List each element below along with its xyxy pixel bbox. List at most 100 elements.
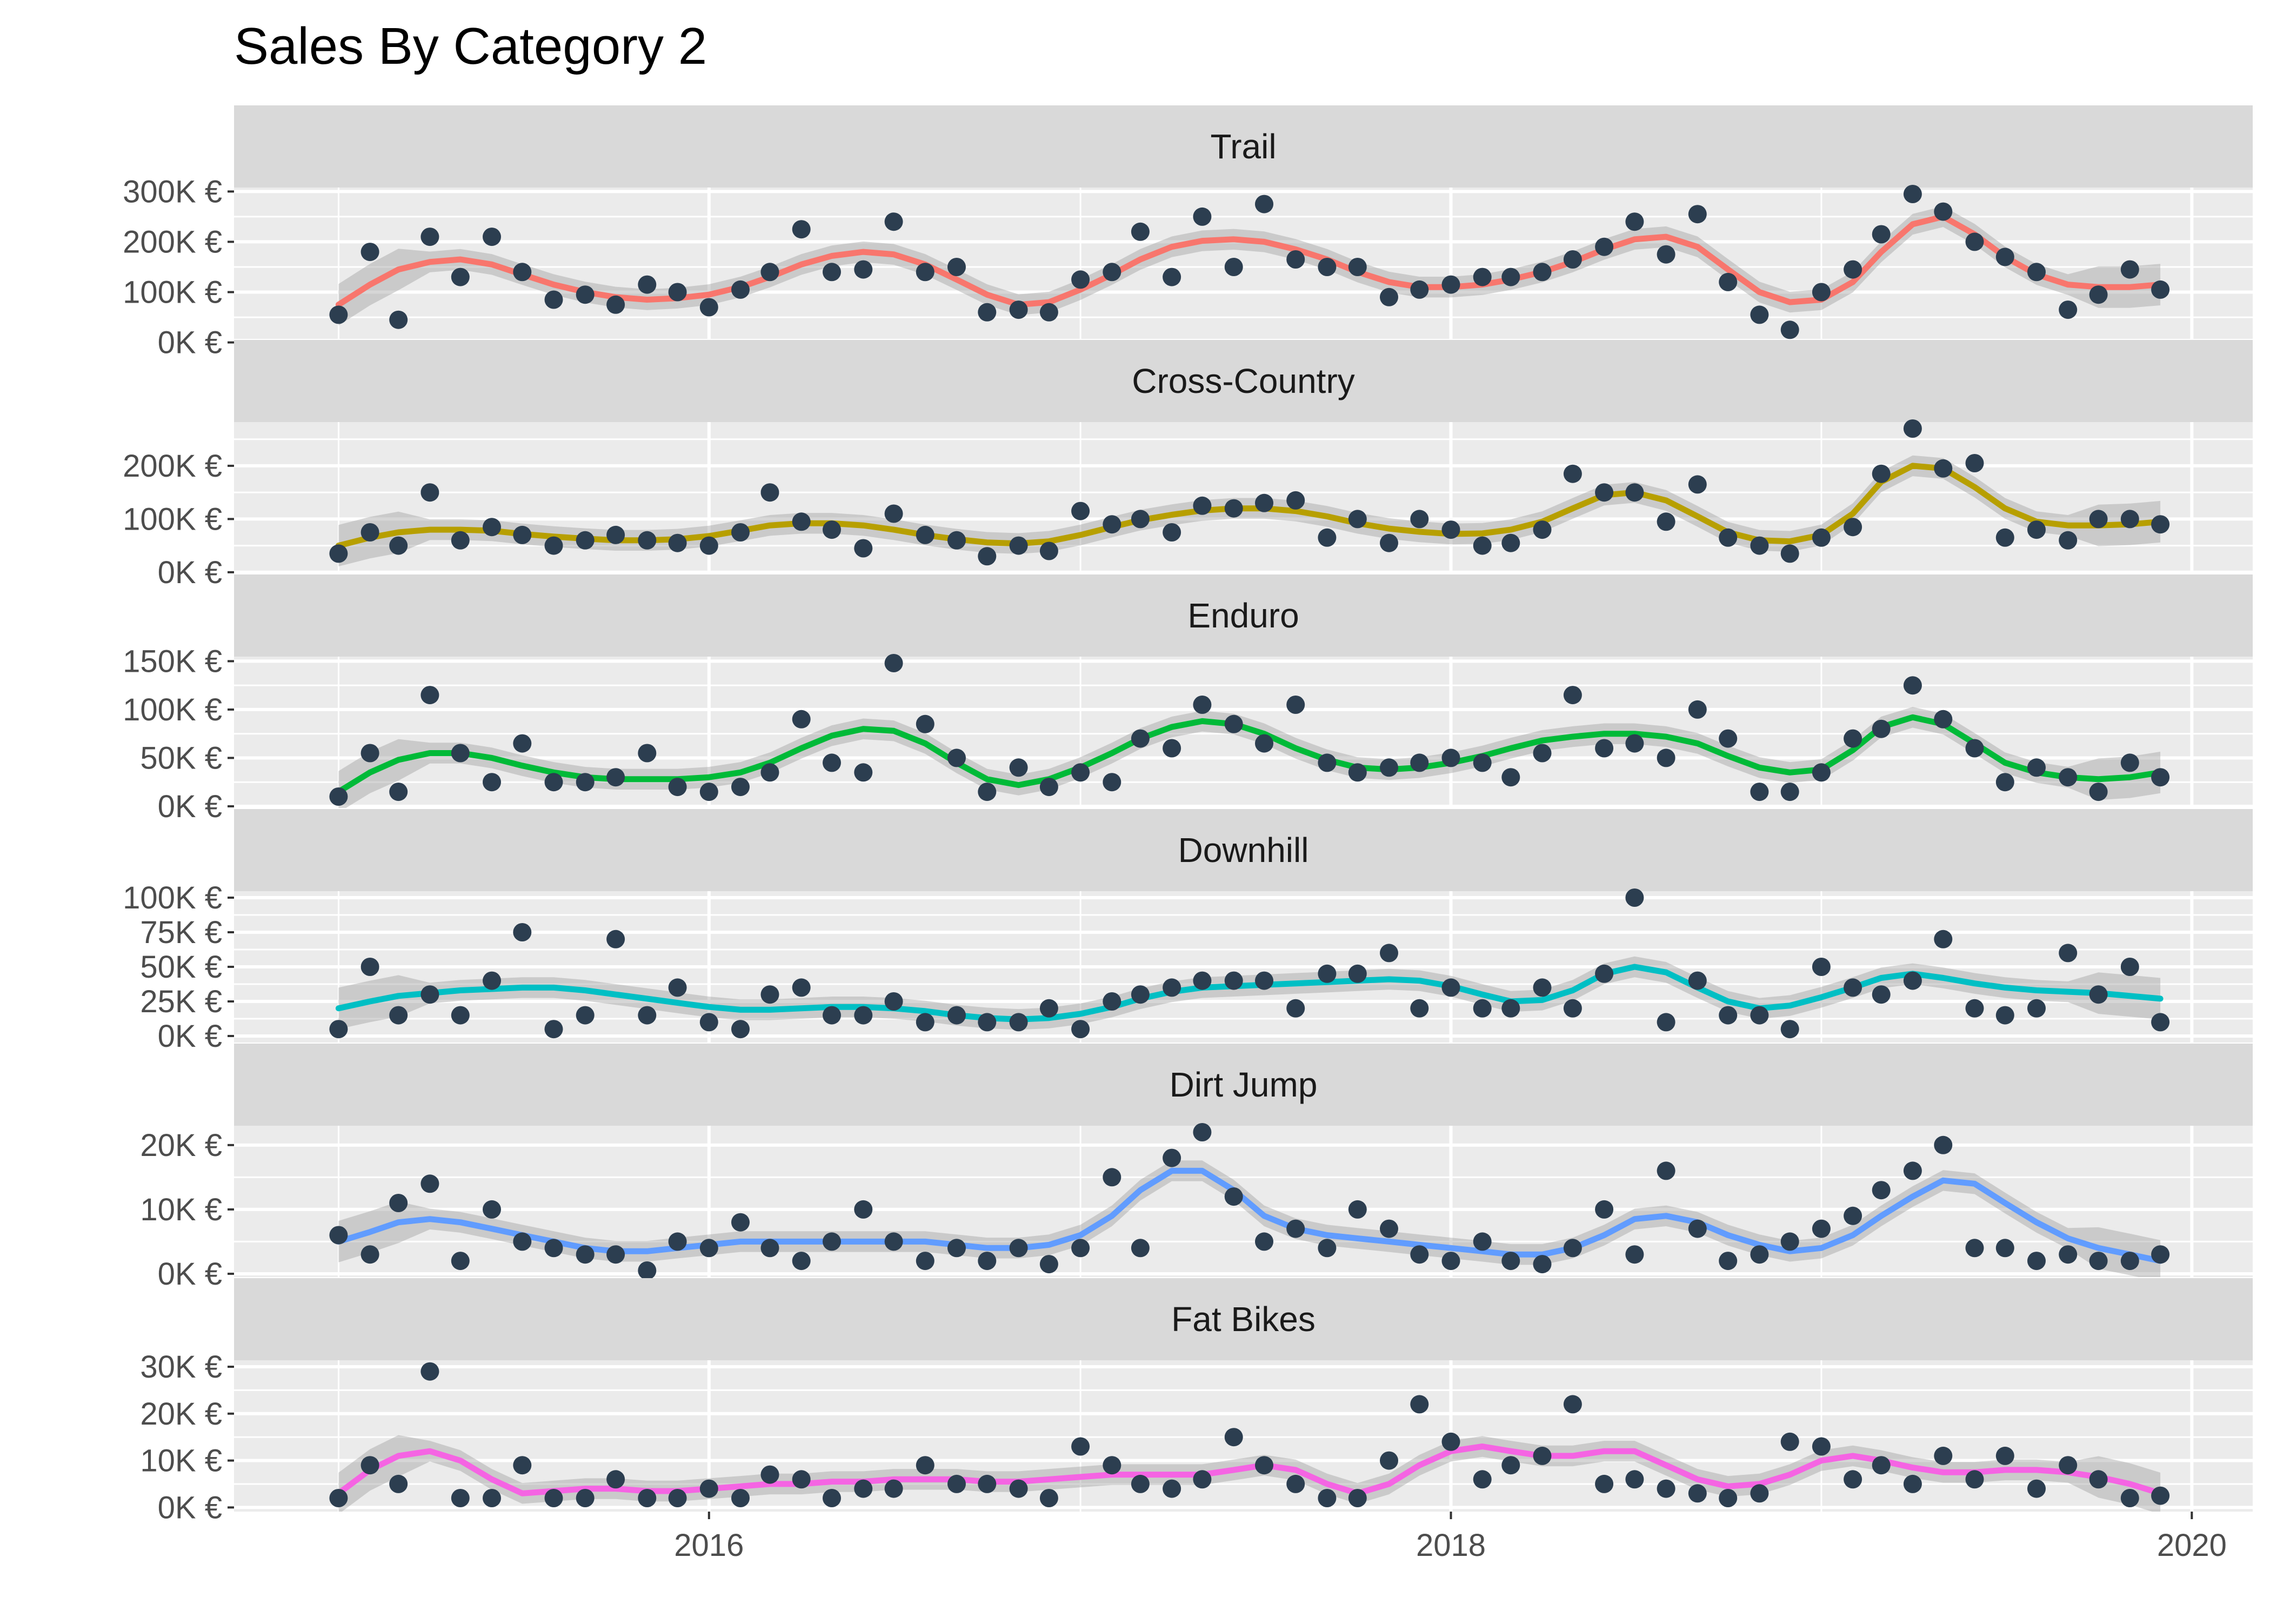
- data-point: [1441, 748, 1460, 767]
- data-point: [1688, 971, 1707, 990]
- data-point: [792, 220, 811, 239]
- data-point: [884, 504, 903, 523]
- data-point: [1780, 1232, 1799, 1251]
- data-point: [420, 1174, 439, 1193]
- facet-panel-background: [234, 422, 2253, 573]
- data-point: [1380, 1451, 1398, 1470]
- data-point: [1657, 245, 1675, 264]
- data-point: [1473, 1470, 1492, 1489]
- data-point: [1780, 1020, 1799, 1039]
- facet-strip-label: Trail: [1210, 127, 1276, 166]
- data-point: [1193, 696, 1212, 714]
- data-point: [2120, 260, 2139, 279]
- data-point: [1131, 729, 1150, 748]
- data-point: [1719, 729, 1738, 748]
- data-point: [731, 1489, 750, 1507]
- data-point: [1224, 1428, 1243, 1447]
- data-point: [483, 1489, 501, 1507]
- facet-dirt-jump: Dirt Jump 0K € 10K € 20K €: [140, 1044, 2253, 1292]
- data-point: [792, 1470, 811, 1489]
- data-point: [916, 263, 934, 282]
- data-point: [1903, 1161, 1922, 1180]
- data-point: [1380, 758, 1398, 777]
- data-point: [1286, 250, 1305, 269]
- data-point: [1965, 739, 1984, 758]
- data-point: [1473, 999, 1492, 1018]
- data-point: [606, 930, 625, 948]
- data-point: [606, 525, 625, 544]
- data-point: [699, 783, 718, 801]
- data-point: [1348, 964, 1367, 983]
- data-point: [1131, 1239, 1150, 1258]
- data-point: [1103, 263, 1121, 282]
- data-point: [1812, 1437, 1831, 1456]
- data-point: [2120, 510, 2139, 529]
- data-point: [2151, 280, 2170, 299]
- data-point: [2151, 1486, 2170, 1505]
- data-point: [947, 1006, 966, 1025]
- data-point: [1131, 510, 1150, 529]
- data-point: [1872, 985, 1891, 1004]
- data-point: [420, 483, 439, 502]
- data-point: [1780, 320, 1799, 339]
- data-point: [1193, 207, 1212, 226]
- data-point: [1844, 1206, 1862, 1225]
- data-point: [360, 523, 379, 542]
- confidence-band: [338, 1160, 2161, 1277]
- data-point: [1255, 493, 1273, 512]
- data-point: [823, 520, 841, 539]
- data-point: [1995, 773, 2014, 792]
- data-point: [2059, 944, 2078, 963]
- data-point: [668, 778, 687, 797]
- data-point: [1039, 999, 1058, 1018]
- y-tick-label: 0K €: [158, 1257, 222, 1292]
- data-point: [513, 525, 532, 544]
- data-point: [699, 1013, 718, 1032]
- data-point: [638, 275, 657, 294]
- data-point: [1595, 483, 1614, 502]
- y-tick-label: 0K €: [158, 1490, 222, 1525]
- data-point: [1286, 999, 1305, 1018]
- data-point: [1595, 1200, 1614, 1219]
- data-point: [1812, 528, 1831, 547]
- data-point: [1625, 483, 1644, 502]
- data-point: [1071, 763, 1090, 782]
- data-point: [792, 512, 811, 531]
- data-point: [1688, 1219, 1707, 1238]
- data-point: [1965, 1239, 1984, 1258]
- data-point: [389, 783, 408, 801]
- data-point: [2089, 985, 2108, 1004]
- data-point: [1286, 1474, 1305, 1493]
- data-point: [760, 1465, 779, 1484]
- data-point: [699, 1479, 718, 1498]
- data-point: [1657, 512, 1675, 531]
- data-point: [1965, 999, 1984, 1018]
- data-point: [2151, 768, 2170, 787]
- data-point: [916, 714, 934, 733]
- data-point: [1563, 464, 1582, 483]
- data-point: [1844, 260, 1862, 279]
- data-point: [329, 1489, 348, 1507]
- data-point: [1995, 528, 2014, 547]
- data-point: [2120, 1252, 2139, 1271]
- facet-strip: [234, 340, 2253, 422]
- data-point: [668, 533, 687, 552]
- data-point: [916, 1252, 934, 1271]
- data-point: [947, 1474, 966, 1493]
- data-point: [947, 258, 966, 276]
- data-point: [2027, 758, 2046, 777]
- data-point: [1595, 964, 1614, 983]
- chart-title: Sales By Category 2: [234, 17, 707, 75]
- data-point: [638, 1489, 657, 1507]
- data-point: [1255, 734, 1273, 753]
- data-point: [1563, 1395, 1582, 1414]
- data-point: [2059, 300, 2078, 319]
- data-point: [2120, 958, 2139, 976]
- data-point: [1193, 971, 1212, 990]
- data-point: [2059, 1456, 2078, 1475]
- facet-panels: Trail 0K € 100K € 200K € 300K € Cross-Country…: [123, 105, 2253, 1525]
- data-point: [823, 263, 841, 282]
- data-point: [947, 748, 966, 767]
- data-point: [731, 778, 750, 797]
- data-point: [1780, 1432, 1799, 1451]
